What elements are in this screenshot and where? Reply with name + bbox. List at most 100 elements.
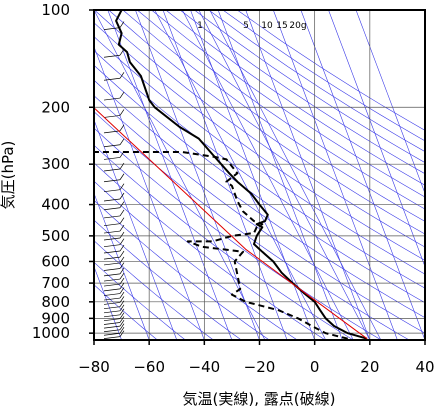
dry-adiabat xyxy=(94,22,425,261)
wind-barb-flag xyxy=(119,138,125,145)
mixing-ratio-label: 20g xyxy=(289,21,306,31)
wind-barb xyxy=(103,336,121,340)
wind-barb-flag xyxy=(119,231,125,239)
mixing-ratio-line xyxy=(198,10,371,340)
wind-barb-flag xyxy=(119,209,125,217)
dry-adiabat xyxy=(94,95,425,334)
wind-barb xyxy=(103,297,121,301)
wind-barb xyxy=(103,54,121,58)
wind-barb xyxy=(103,293,121,296)
wind-barb-flag xyxy=(119,217,125,224)
isotherm xyxy=(273,10,398,340)
dry-adiabat xyxy=(94,10,425,248)
mixing-ratio-line xyxy=(94,10,266,340)
wind-barb-flag xyxy=(119,296,125,303)
wind-barb-flag xyxy=(119,316,125,323)
wind-barb xyxy=(103,262,121,266)
isotherm xyxy=(94,119,178,340)
wind-barb xyxy=(103,115,121,118)
wind-barb xyxy=(103,237,121,241)
wind-barb-flag xyxy=(119,291,125,299)
wind-barb xyxy=(103,325,121,329)
wind-barb-flag xyxy=(119,304,125,311)
wind-barb-flag xyxy=(119,282,125,290)
dry-adiabat xyxy=(151,10,425,198)
wind-barb xyxy=(103,306,121,310)
wind-barb-flag xyxy=(119,256,125,264)
x-tick-label: −60 xyxy=(133,358,165,376)
y-tick-label: 500 xyxy=(41,227,70,245)
mixing-ratio-label: 1 xyxy=(197,21,203,31)
wind-barb xyxy=(103,179,121,183)
isotherm xyxy=(94,45,205,340)
dry-adiabat xyxy=(165,10,425,186)
dry-adiabat xyxy=(179,10,425,175)
wind-barb xyxy=(103,250,121,254)
isotherm xyxy=(94,192,150,340)
wind-barb xyxy=(103,198,121,202)
dry-adiabat xyxy=(94,36,425,275)
wind-barb xyxy=(103,278,121,282)
mixing-ratio-labels: 1 5 10 15 20g xyxy=(197,21,306,31)
dewpoint-curve xyxy=(94,151,349,340)
wind-barb-flag xyxy=(119,250,125,258)
dry-adiabat xyxy=(94,180,298,340)
wind-barb-flag xyxy=(119,91,125,99)
mixing-ratio-line xyxy=(154,10,326,340)
x-tick-label: 20 xyxy=(360,358,379,376)
wind-barb-flag xyxy=(119,323,125,330)
wind-barb-flag xyxy=(119,287,125,294)
wind-barb-flag xyxy=(119,173,125,180)
mixing-ratio-label: 15 xyxy=(276,21,287,31)
wind-barb-flag xyxy=(119,267,125,275)
wind-barb-flag xyxy=(119,327,125,334)
wind-barb xyxy=(103,130,121,134)
dry-adiabat xyxy=(194,10,425,163)
wind-barb xyxy=(103,314,121,318)
wind-barb-flag xyxy=(119,244,125,252)
wind-barb xyxy=(103,273,121,277)
dry-adiabat xyxy=(122,10,425,222)
profiles xyxy=(94,10,368,340)
x-axis: −80 −60 −40 −20 0 20 40 xyxy=(78,340,435,376)
dry-adiabat xyxy=(94,284,158,340)
wind-barb-flag xyxy=(119,300,125,307)
isotherm xyxy=(107,10,233,340)
x-tick-label: −40 xyxy=(189,358,221,376)
wind-barb xyxy=(103,244,121,248)
y-tick-label: 800 xyxy=(41,293,70,311)
wind-barbs xyxy=(103,21,125,340)
wind-barb xyxy=(103,310,121,314)
temperature-curve xyxy=(115,10,368,340)
dry-adiabat xyxy=(137,10,425,210)
wind-barb xyxy=(103,329,121,333)
wind-barb-flag xyxy=(119,262,125,269)
x-tick-label: −80 xyxy=(78,358,110,376)
mixing-ratio-line xyxy=(209,10,382,340)
wind-barb-flag xyxy=(119,308,125,315)
wind-barb-flag xyxy=(119,162,125,170)
wind-barb-flag xyxy=(119,72,125,79)
wind-barb xyxy=(103,215,121,219)
wind-barb-flag xyxy=(119,109,125,116)
wind-barb xyxy=(103,318,121,322)
wind-barb-flag xyxy=(119,49,125,56)
wind-barb-flag xyxy=(119,312,125,319)
wind-barb xyxy=(103,189,121,193)
wind-barb xyxy=(103,144,121,148)
x-tick-label: −20 xyxy=(244,358,276,376)
y-tick-label: 400 xyxy=(41,196,70,214)
dry-adiabat xyxy=(94,111,410,340)
wind-barb xyxy=(103,302,121,305)
dry-adiabat xyxy=(94,261,186,340)
x-axis-title: 気温(実線), 露点(破線) xyxy=(183,390,336,408)
y-tick-label: 700 xyxy=(41,274,70,292)
wind-barb xyxy=(103,332,121,336)
wind-barb-flag xyxy=(119,224,125,232)
isotherm xyxy=(355,10,425,195)
wind-barb-flag xyxy=(119,183,125,190)
dry-adiabat xyxy=(94,127,382,340)
wind-barb-flag xyxy=(119,238,125,245)
